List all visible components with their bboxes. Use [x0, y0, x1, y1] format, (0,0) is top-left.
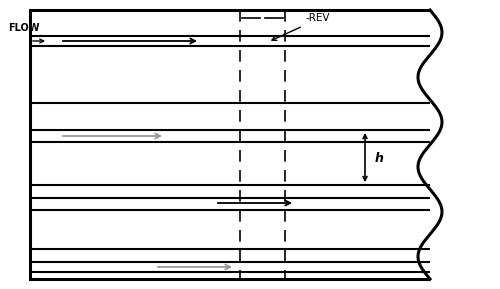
Text: h: h: [375, 151, 384, 164]
Text: FLOW: FLOW: [8, 23, 40, 33]
Text: -REV: -REV: [305, 13, 330, 23]
